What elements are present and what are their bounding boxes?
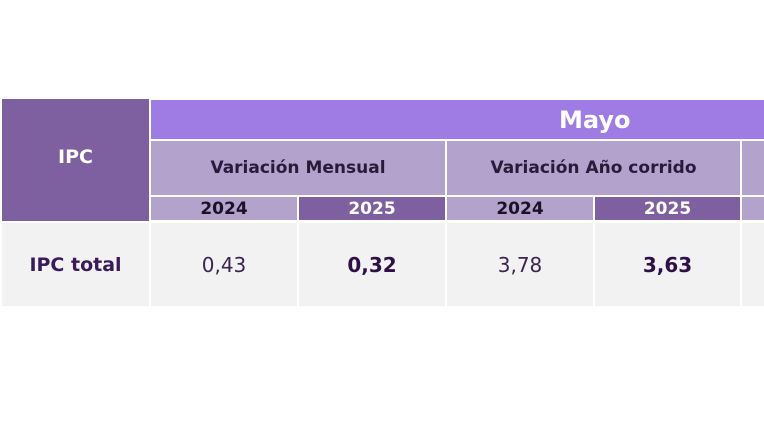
- variation-label-monthly: Variación Mensual: [210, 158, 386, 178]
- month-label: Mayo: [559, 105, 631, 134]
- month-header: Mayo: [151, 100, 764, 139]
- variation-header-year-to-date: Variación Año corrido: [447, 141, 740, 195]
- year-label: 2024: [200, 198, 248, 219]
- variation-label-year-to-date: Variación Año corrido: [490, 158, 697, 178]
- year-label: 2025: [643, 198, 692, 219]
- year-header-monthly-2024: 2024: [151, 197, 297, 220]
- table-cell-year-to-date-2024: 3,78: [447, 223, 593, 306]
- cell-value: 3,63: [642, 252, 693, 277]
- cell-value: 0,32: [347, 252, 397, 277]
- table-cell-monthly-2024: 0,43: [151, 223, 297, 306]
- variation-header-truncated: [742, 141, 764, 195]
- year-label: 2024: [496, 198, 544, 219]
- row-header-label: IPC: [58, 146, 93, 168]
- table-cell-year-to-date-2025: 3,63: [595, 223, 740, 306]
- row-header-cell: IPC: [2, 99, 149, 221]
- year-label: 2025: [348, 198, 396, 219]
- ipc-table: IPC Mayo Variación Mensual Variación Año…: [2, 99, 764, 306]
- table-cell-truncated: [742, 223, 764, 306]
- table-cell-monthly-2025: 0,32: [299, 223, 445, 306]
- year-header-monthly-2025: 2025: [299, 197, 445, 220]
- year-header-truncated: [742, 197, 764, 220]
- variation-header-monthly: Variación Mensual: [151, 141, 445, 195]
- year-header-year-to-date-2025: 2025: [595, 197, 740, 220]
- row-label-ipc-total: IPC total: [2, 223, 149, 306]
- cell-value: 3,78: [497, 252, 543, 277]
- year-header-year-to-date-2024: 2024: [447, 197, 593, 220]
- cell-value: 0,43: [201, 252, 247, 277]
- row-label-text: IPC total: [29, 253, 122, 276]
